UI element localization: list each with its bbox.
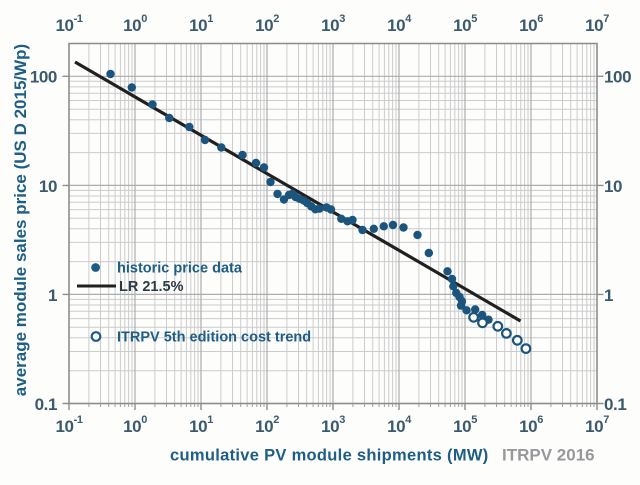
svg-text:1: 1	[604, 286, 613, 305]
svg-text:ITRPV 2016: ITRPV 2016	[502, 446, 595, 465]
svg-text:1: 1	[48, 286, 57, 305]
svg-text:historic price data: historic price data	[117, 261, 243, 277]
svg-text:average module sales price (US: average module sales price (US D 2015/Wp…	[11, 44, 30, 396]
svg-text:100: 100	[604, 68, 631, 87]
svg-text:0.1: 0.1	[35, 395, 57, 414]
svg-text:0.1: 0.1	[604, 395, 626, 414]
svg-text:cumulative PV module shipments: cumulative PV module shipments (MW)	[170, 447, 489, 465]
svg-text:100: 100	[30, 68, 57, 87]
svg-text:LR 21.5%: LR 21.5%	[119, 279, 184, 295]
svg-text:10: 10	[39, 177, 57, 196]
svg-text:ITRPV 5th edition cost trend: ITRPV 5th edition cost trend	[117, 330, 311, 346]
svg-text:10: 10	[604, 177, 622, 196]
